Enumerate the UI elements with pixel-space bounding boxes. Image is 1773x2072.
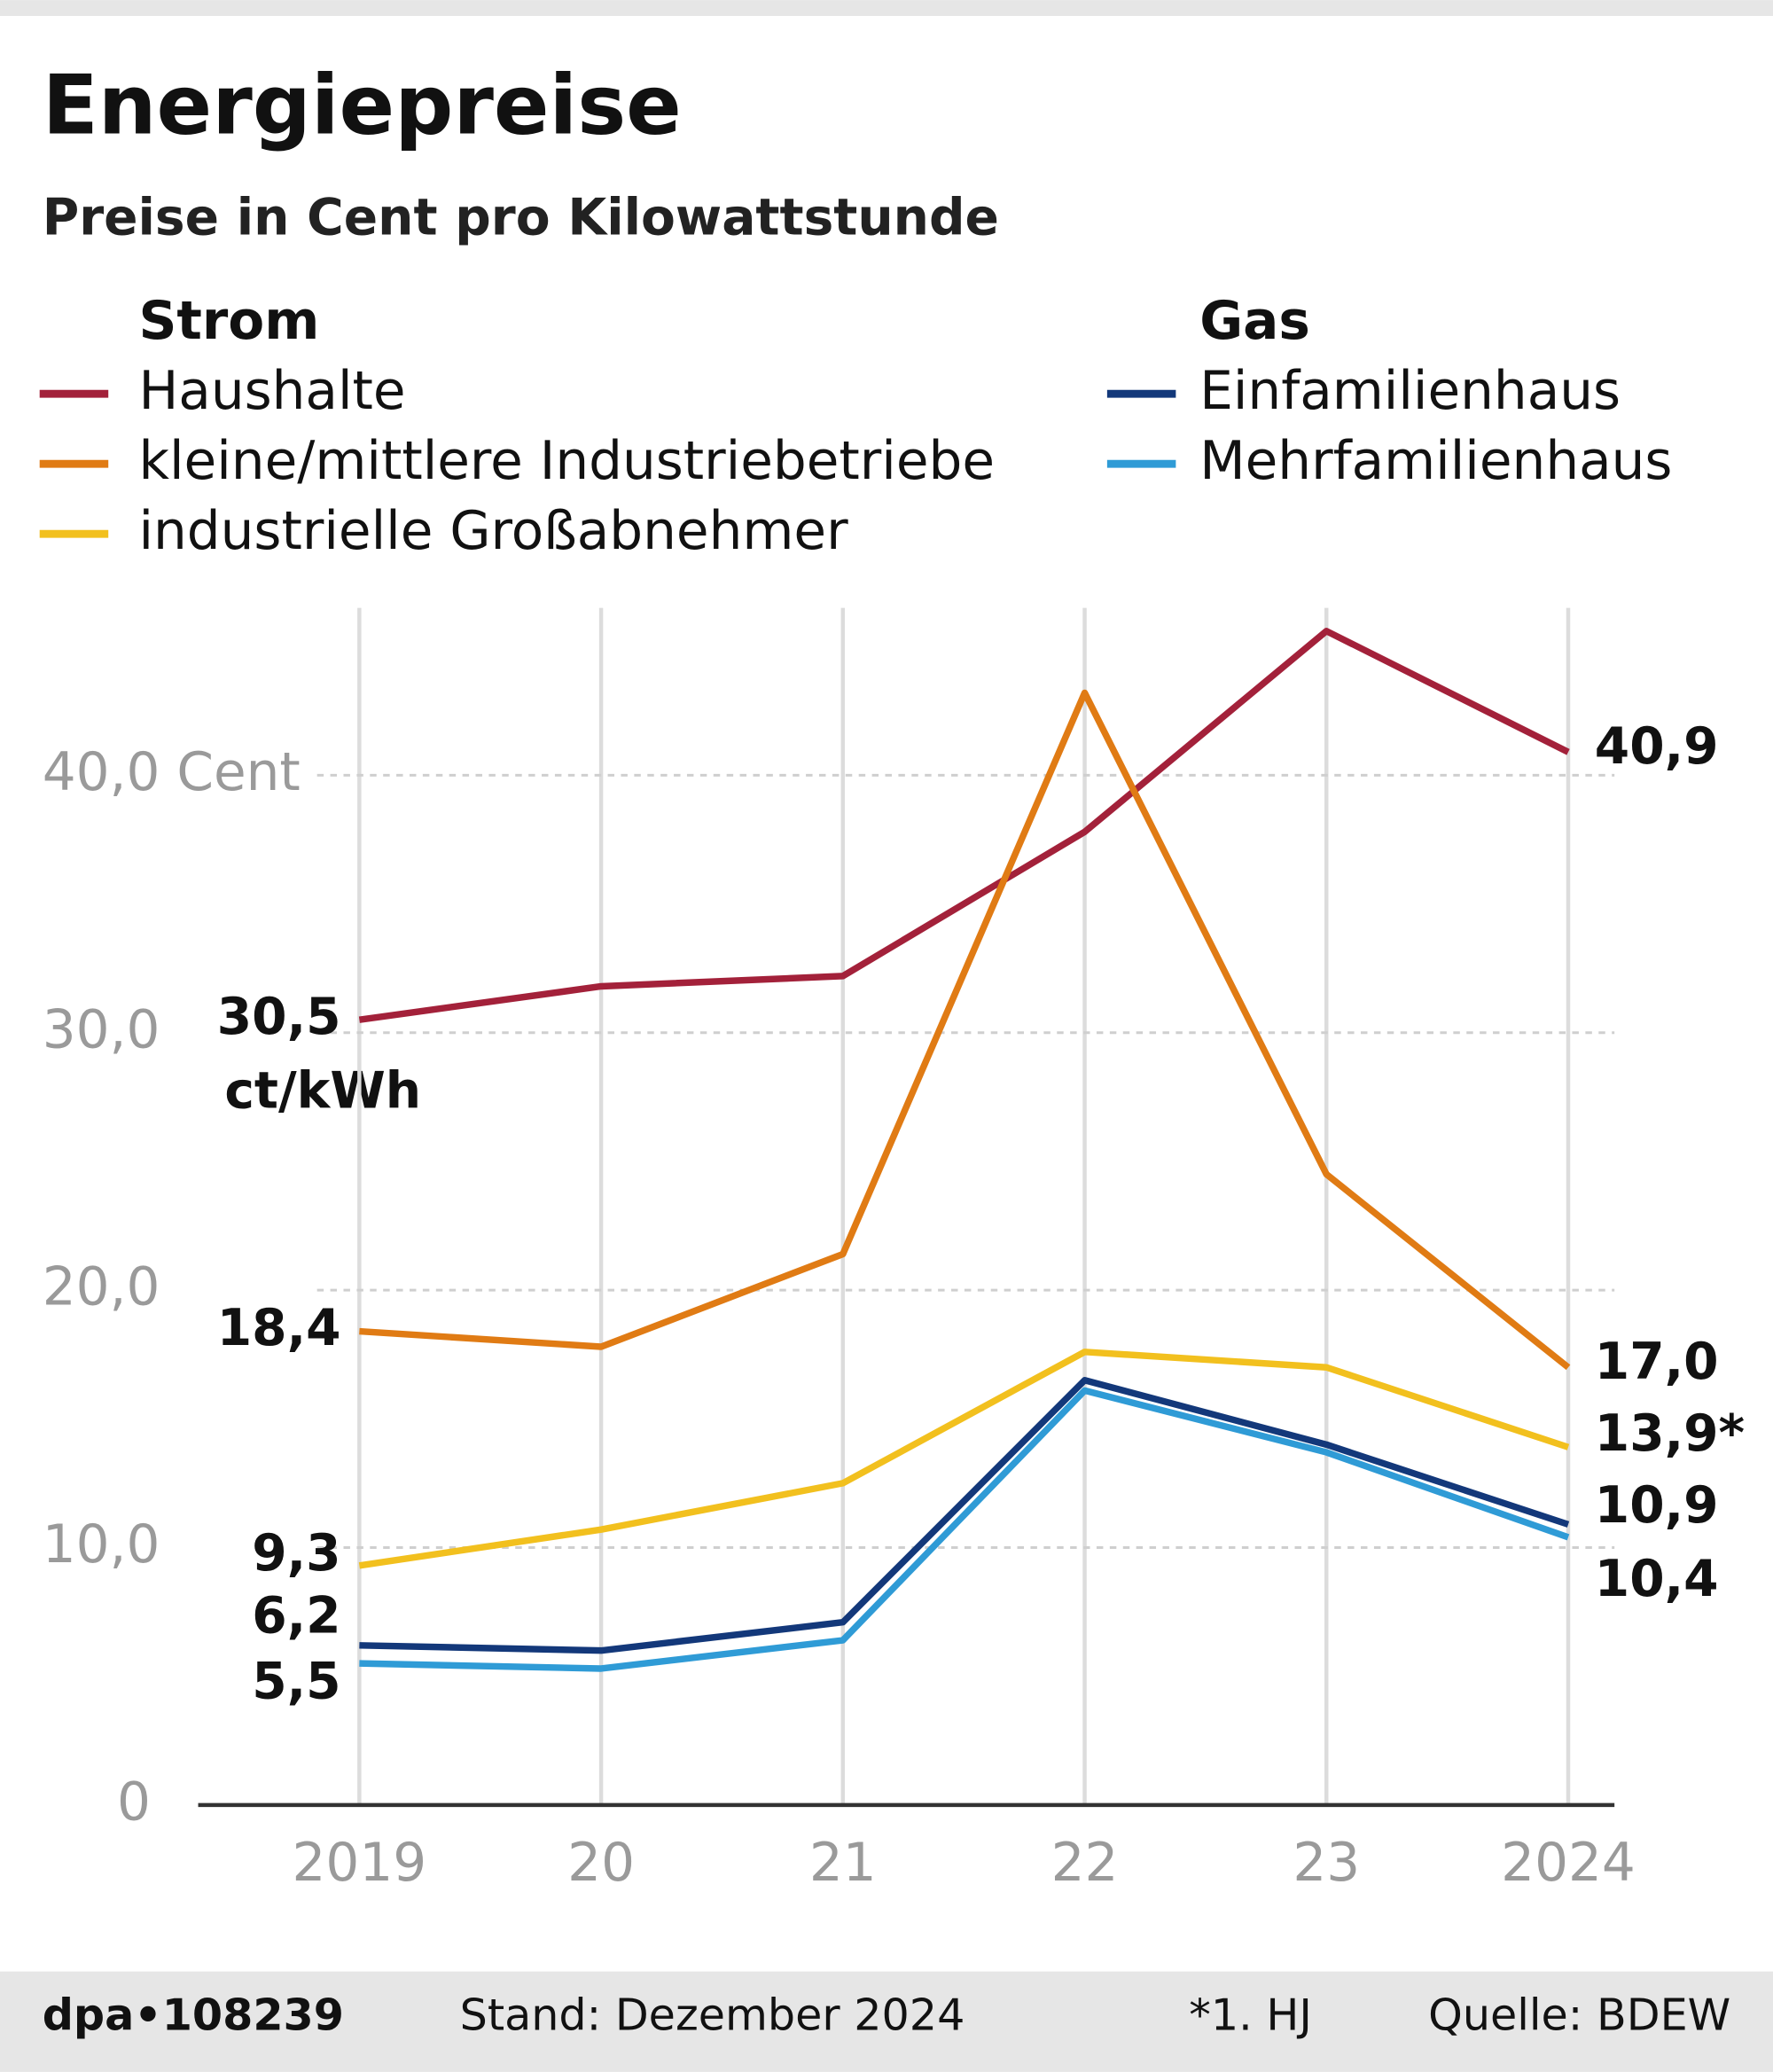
- legend-label: Einfamilienhaus: [1199, 361, 1621, 422]
- line-series: [358, 628, 1570, 1023]
- x-tick-label: 2019: [293, 1833, 427, 1894]
- legend-label: Mehrfamilienhaus: [1199, 431, 1672, 492]
- legend-label: industrielle Großabnehmer: [138, 501, 848, 562]
- legend-group-title: Strom: [138, 291, 319, 352]
- value-label: 5,5: [252, 1653, 340, 1711]
- footer-band: [0, 1971, 1773, 2072]
- x-tick-label: 2024: [1501, 1833, 1636, 1894]
- value-label: 10,9: [1595, 1476, 1719, 1535]
- value-label: 9,3: [252, 1524, 340, 1583]
- x-tick-label: 23: [1293, 1833, 1360, 1894]
- chart-subtitle: Preise in Cent pro Kilowattstunde: [43, 189, 999, 247]
- y-tick-label: 30,0: [43, 999, 160, 1060]
- y-tick-label: 20,0: [43, 1257, 160, 1318]
- value-label: 6,2: [252, 1587, 340, 1646]
- y-tick-label: 10,0: [43, 1514, 160, 1576]
- line-series: [359, 1377, 1570, 1654]
- top-band: [0, 0, 1773, 16]
- y-tick-label: 0: [117, 1771, 151, 1833]
- x-tick-label: 21: [809, 1833, 877, 1894]
- chart-title: Energiepreise: [43, 58, 682, 153]
- value-label: 30,5: [217, 988, 341, 1046]
- x-tick-label: 20: [567, 1833, 635, 1894]
- value-label: 13,9*: [1595, 1404, 1745, 1463]
- legend-group-title: Gas: [1199, 291, 1310, 352]
- line-series: [358, 1349, 1570, 1569]
- legend-label: kleine/mittlere Industriebetriebe: [138, 431, 995, 492]
- y-tick-label: 40,0 Cent: [43, 742, 301, 803]
- footer-date: Stand: Dezember 2024: [460, 1989, 965, 2040]
- footer-note: *1. HJ: [1189, 1989, 1312, 2040]
- value-label: 40,9: [1595, 717, 1719, 776]
- x-tick-label: 22: [1051, 1833, 1119, 1894]
- footer-agency: dpa•108239: [43, 1989, 344, 2040]
- legend-label: Haushalte: [138, 361, 405, 422]
- value-label: 18,4: [217, 1299, 341, 1357]
- value-label: 17,0: [1595, 1333, 1719, 1391]
- value-label: 10,4: [1595, 1550, 1719, 1608]
- line-series: [359, 1387, 1570, 1672]
- line-series: [359, 689, 1571, 1371]
- unit-annotation: ct/kWh: [224, 1062, 421, 1121]
- footer-source: Quelle: BDEW: [1428, 1989, 1730, 2040]
